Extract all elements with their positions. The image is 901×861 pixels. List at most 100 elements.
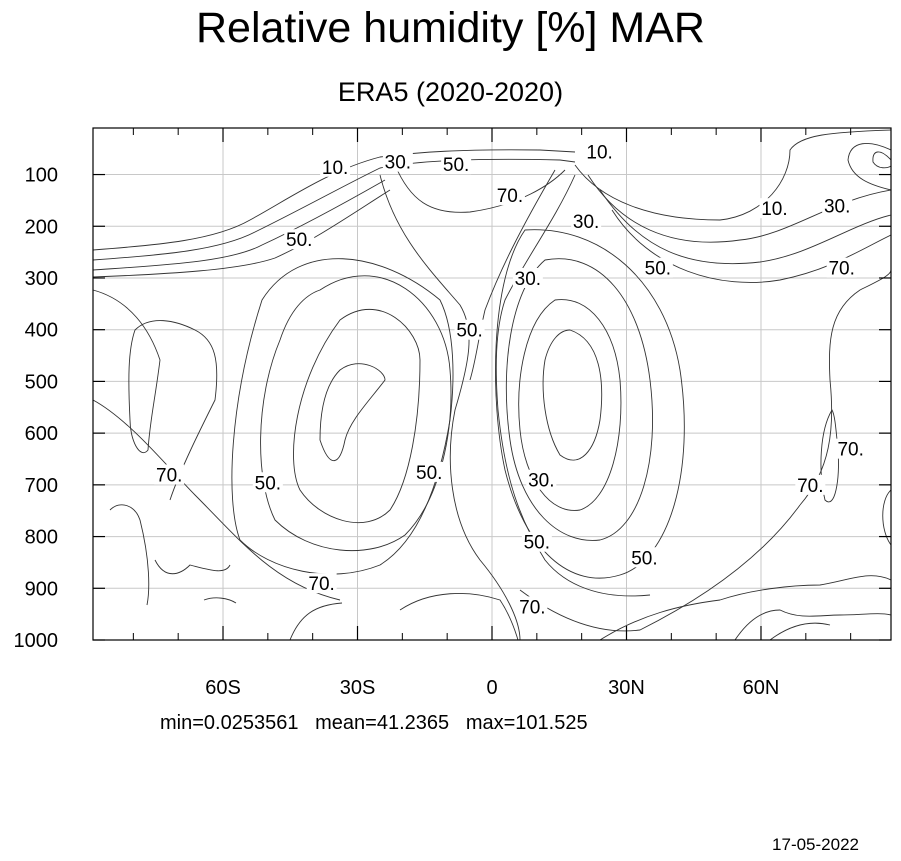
- contour-line: [92, 399, 341, 601]
- contour-label-bg: [414, 461, 445, 482]
- x-tick-label: 30N: [608, 677, 645, 699]
- contour-label-bg: [284, 229, 315, 250]
- contour-line: [231, 258, 454, 575]
- contour-label: 50.: [456, 321, 482, 342]
- contour-line: [394, 164, 566, 213]
- contour-line: [599, 189, 892, 265]
- contour-line: [769, 622, 831, 641]
- contour-label: 50.: [416, 463, 442, 484]
- contour-line: [611, 209, 892, 283]
- contour-label: 50.: [443, 155, 469, 176]
- contour-label-bg: [759, 198, 790, 219]
- x-tick-label: 60N: [743, 677, 780, 699]
- x-tick-label: 0: [486, 677, 497, 699]
- contour-label: 70.: [308, 574, 334, 595]
- contour-label: 70.: [828, 259, 854, 280]
- contour-label-bg: [629, 547, 660, 568]
- contour-line: [154, 559, 231, 575]
- contour-label-bg: [826, 257, 857, 278]
- contour-label: 50.: [255, 473, 281, 494]
- min-value: min=0.0253561: [160, 712, 299, 734]
- contour-line: [505, 258, 653, 541]
- y-tick-label: 900: [25, 578, 58, 600]
- contour-label-bg: [454, 319, 485, 340]
- contour-label: 30.: [528, 471, 554, 492]
- contour-line: [518, 299, 622, 511]
- contour-label-bg: [521, 531, 552, 552]
- y-tick-label: 1000: [14, 630, 59, 652]
- contour-label-bg: [835, 438, 866, 459]
- contour-label: 70.: [797, 476, 823, 497]
- contour-label-bg: [571, 211, 602, 232]
- contour-line: [469, 169, 556, 381]
- contour-line: [379, 174, 521, 641]
- contour-line: [203, 597, 237, 604]
- contour-line: [92, 149, 576, 251]
- y-tick-label: 300: [25, 268, 58, 290]
- contour-label-bg: [795, 474, 826, 495]
- contour-line: [495, 229, 685, 579]
- contour-label-bg: [382, 151, 413, 172]
- contour-label: 50.: [286, 230, 312, 251]
- contour-line: [519, 504, 801, 632]
- contour-label-bg: [512, 267, 543, 288]
- contour-line: [92, 189, 391, 278]
- contour-line: [92, 179, 386, 271]
- contour-line: [799, 269, 892, 506]
- contour-label: 10.: [586, 142, 612, 163]
- contour-line: [319, 363, 386, 462]
- contour-line: [92, 158, 576, 261]
- max-value: max=101.525: [465, 712, 588, 734]
- x-tick-label: 60S: [205, 677, 241, 699]
- contour-label: 10.: [322, 158, 348, 179]
- y-tick-label: 700: [25, 475, 58, 497]
- y-tick-label: 600: [25, 423, 58, 445]
- contour-label-bg: [642, 257, 673, 278]
- contour-label-bg: [526, 469, 557, 490]
- contour-label: 70.: [156, 466, 182, 487]
- contour-label: 30.: [824, 197, 850, 218]
- contour-line: [882, 489, 892, 546]
- contour-label: 70.: [519, 597, 545, 618]
- contour-line: [399, 593, 519, 641]
- contour-line: [599, 599, 721, 641]
- chart-subtitle: ERA5 (2020-2020): [337, 77, 564, 107]
- contour-label: 10.: [761, 199, 787, 220]
- contour-line: [289, 602, 343, 641]
- contour-line: [92, 289, 218, 501]
- chart-title: Relative humidity [%] MAR: [196, 4, 705, 52]
- axes: 100 200 300 400 500 600 700 800 900 1000 60S 30S 0 30…: [14, 127, 892, 699]
- contour-labels: 10. 30. 50. 10. 70. 30. 10. 30. 50. 50. 70. 30. 50. 7…: [154, 141, 866, 618]
- y-tick-label: 400: [25, 320, 58, 342]
- contour-line: [734, 609, 892, 641]
- contour-label: 30.: [573, 212, 599, 233]
- contour-label: 50.: [645, 259, 671, 280]
- contour-line: [542, 329, 603, 461]
- contour-line: [872, 151, 892, 169]
- grid-lines: [93, 128, 891, 641]
- contour-label-bg: [494, 185, 525, 206]
- y-tick-label: 100: [25, 165, 58, 187]
- contour-label-bg: [441, 154, 472, 175]
- contour-line: [109, 504, 150, 606]
- x-tick-label: 30S: [340, 677, 376, 699]
- contour-label: 50.: [524, 533, 550, 554]
- contour-label-bg: [320, 156, 351, 177]
- contour-label-bg: [517, 596, 548, 617]
- y-tick-label: 800: [25, 527, 58, 549]
- contour-lines: [92, 129, 892, 641]
- contour-line: [847, 143, 892, 191]
- contour-line: [820, 409, 839, 503]
- contour-label-bg: [584, 141, 615, 162]
- contour-label: 70.: [837, 440, 863, 461]
- contour-label: 30.: [515, 269, 541, 290]
- y-tick-label: 500: [25, 371, 58, 393]
- contour-label: 30.: [385, 153, 411, 174]
- contour-label: 70.: [497, 186, 523, 207]
- y-tick-label: 200: [25, 216, 58, 238]
- statistics-line: min=0.0253561 mean=41.2365 max=101.525: [160, 711, 588, 735]
- contour-line: [495, 174, 651, 597]
- contour-line: [293, 308, 421, 524]
- contour-label-bg: [306, 573, 337, 594]
